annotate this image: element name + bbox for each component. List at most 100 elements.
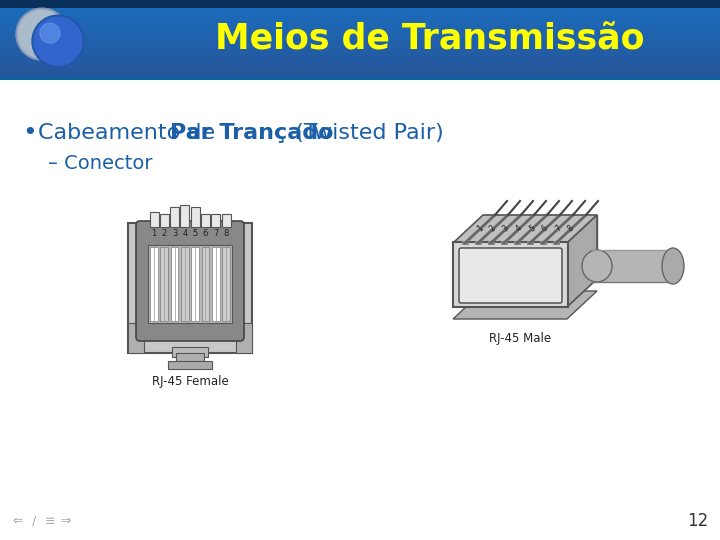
Text: 7: 7 [213,229,218,238]
Text: 1: 1 [151,229,157,238]
Bar [212,247,220,321]
Text: Cabeamento de: Cabeamento de [38,123,222,143]
Bar [0,23,720,25]
Text: 12: 12 [687,512,708,530]
Bar [0,56,720,57]
Bar [0,77,720,78]
Text: 3: 3 [501,224,510,234]
Bar [0,22,720,23]
Polygon shape [567,215,597,307]
Bar [0,19,720,21]
Bar [176,353,204,365]
Bar [0,33,720,35]
Bar [0,68,720,69]
Bar [0,46,720,48]
Bar [0,45,720,47]
Text: 2: 2 [488,224,498,234]
Bar [0,55,720,56]
Bar [0,66,720,68]
Circle shape [16,8,68,60]
Bar [148,245,232,323]
Bar [0,21,720,22]
Bar [0,2,720,4]
Bar [170,207,179,227]
Text: 5: 5 [192,229,198,238]
Bar [236,323,252,353]
Bar [0,31,720,32]
Bar [222,247,230,321]
Bar [0,18,720,19]
Bar [0,5,720,6]
Bar [172,347,208,357]
Bar [0,63,720,65]
Bar [168,361,212,369]
Bar [180,205,189,227]
Text: RJ-45 Male: RJ-45 Male [489,332,551,345]
Bar [160,214,168,227]
Bar [0,16,720,18]
Bar [453,242,568,307]
Bar [526,241,534,245]
Ellipse shape [662,248,684,284]
Bar [0,74,720,76]
Bar [222,214,230,227]
Bar [211,214,220,227]
Bar [0,27,720,29]
Bar [0,48,720,50]
Bar [0,65,720,66]
Bar [161,247,168,321]
Polygon shape [453,291,597,319]
Bar [181,247,189,321]
Text: ≡: ≡ [45,515,55,528]
Bar [0,9,720,10]
Bar [0,44,720,46]
Text: 3: 3 [172,229,177,238]
Bar [0,71,720,73]
Text: 8: 8 [223,229,229,238]
Bar [0,14,720,16]
Bar [0,41,720,43]
Text: 1: 1 [475,224,485,234]
Bar [592,250,673,282]
Bar [0,12,720,15]
Circle shape [18,10,66,58]
Text: ⇐: ⇐ [13,515,23,528]
Bar [0,57,720,59]
Bar [0,25,720,28]
Text: Meios de Transmissão: Meios de Transmissão [215,22,644,56]
Bar [0,52,720,53]
Bar [0,70,720,72]
Bar [0,3,720,5]
Bar [552,241,559,245]
Bar [0,72,720,75]
Bar [0,35,720,37]
Bar [513,241,521,245]
Bar [0,28,720,30]
Bar [0,62,720,64]
Bar [0,30,720,31]
Bar [0,49,720,51]
Text: 7: 7 [553,224,563,234]
Circle shape [40,23,60,43]
Text: 2: 2 [162,229,167,238]
Bar [0,59,720,62]
FancyBboxPatch shape [136,221,244,341]
Text: Par Trançado: Par Trançado [170,123,333,143]
Bar [191,207,199,227]
Bar [0,58,720,60]
Bar [128,223,252,353]
Bar [201,214,210,227]
Bar [0,50,720,52]
Text: ⇒: ⇒ [60,515,71,528]
Bar [500,241,508,245]
Bar [0,76,720,80]
Bar [0,53,720,55]
Text: 5: 5 [527,224,537,234]
Bar [202,247,210,321]
Bar [539,241,546,245]
Bar [474,241,482,245]
Bar [0,61,720,63]
Bar [0,10,720,12]
Polygon shape [453,215,597,243]
Bar [0,15,720,17]
